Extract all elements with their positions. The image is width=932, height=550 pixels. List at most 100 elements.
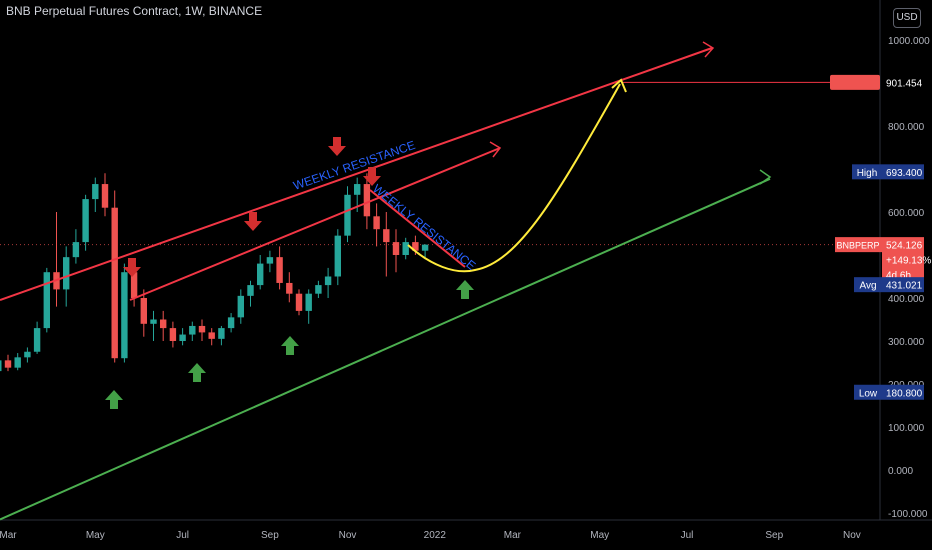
support-arrowhead (759, 169, 772, 185)
target-price-label: 901.454 (886, 78, 923, 89)
candle (179, 334, 186, 341)
down-arrow-icon (328, 137, 346, 156)
low-tag-bg (854, 384, 882, 400)
candle (189, 325, 196, 335)
countdown-label: 4d 6h (886, 271, 911, 282)
x-tick-label: Jul (681, 530, 694, 541)
low-value-bg (882, 384, 924, 400)
candle (121, 272, 128, 359)
candle (4, 360, 12, 368)
candle (140, 298, 147, 324)
candle (334, 235, 341, 277)
x-tick-label: Mar (504, 530, 522, 541)
candle (295, 293, 303, 311)
candle (266, 257, 274, 264)
candle (363, 184, 371, 217)
candle (82, 199, 89, 243)
x-tick-label: May (590, 530, 609, 541)
y-tick-label: -100.000 (888, 509, 928, 520)
y-tick-label: 100.000 (888, 423, 925, 434)
up-arrow-icon (456, 280, 474, 299)
avg-tag: Avg (859, 281, 876, 292)
high-value: 693.400 (886, 168, 923, 179)
candle (324, 276, 332, 286)
high-tag-bg (852, 164, 882, 180)
candle (92, 184, 99, 200)
weekly-resistance-line[interactable] (369, 189, 466, 268)
candle (237, 295, 244, 318)
avg-value-bg (882, 277, 924, 293)
x-tick-label: Nov (843, 530, 861, 541)
x-tick-label: 2022 (424, 530, 447, 541)
y-tick-label: 0.000 (888, 466, 913, 477)
candle (383, 229, 390, 243)
candle (169, 328, 177, 341)
low-value: 180.800 (886, 388, 923, 399)
up-arrow-icon (188, 363, 206, 382)
candle (198, 325, 206, 333)
candle (305, 293, 312, 311)
candle (392, 242, 400, 255)
change-percent-label: +149.13% (886, 256, 931, 267)
y-tick-label: 800.000 (888, 122, 925, 133)
x-tick-label: Mar (0, 530, 17, 541)
candle (344, 194, 351, 236)
candle (72, 242, 80, 258)
candle (33, 328, 41, 352)
target-price-label-bg (830, 74, 880, 90)
candle (276, 257, 283, 283)
symbol-tag: BNBPERP (836, 241, 879, 251)
candle (402, 242, 409, 255)
avg-value: 431.021 (886, 281, 923, 292)
y-tick-label: 300.000 (888, 337, 925, 348)
candle (130, 272, 138, 298)
candle (0, 360, 2, 372)
up-arrow-icon (281, 336, 299, 355)
chart-title: BNB Perpetual Futures Contract, 1W, BINA… (6, 4, 263, 18)
high-value-bg (882, 164, 924, 180)
support-trendline[interactable] (0, 177, 771, 521)
current-price-bg (882, 237, 924, 283)
current-price-label: 524.126 (886, 241, 923, 252)
candle (218, 328, 225, 339)
y-tick-label: 600.000 (888, 208, 925, 219)
lower-arrowhead (489, 141, 502, 158)
lower-resistance-line[interactable] (129, 147, 501, 301)
candle (373, 216, 380, 230)
x-tick-label: Jul (176, 530, 189, 541)
low-tag: Low (859, 388, 878, 399)
projection-curve[interactable] (407, 83, 621, 273)
candle (111, 207, 118, 359)
up-arrow-icon (105, 390, 123, 409)
x-tick-label: Sep (765, 530, 783, 541)
upper-arrowhead (702, 41, 715, 58)
candle (24, 351, 31, 358)
y-tick-label: 400.000 (888, 294, 925, 305)
candle (160, 319, 167, 329)
down-arrow-icon (363, 167, 381, 186)
symbol-tag-bg (835, 237, 882, 253)
candle (208, 332, 215, 339)
candle (315, 285, 322, 294)
candle (43, 272, 50, 329)
projection-arrowhead (611, 78, 627, 93)
avg-tag-bg (854, 277, 882, 293)
candle (257, 263, 264, 286)
high-tag: High (857, 168, 878, 179)
x-tick-label: May (86, 530, 105, 541)
upper-resistance-line[interactable] (0, 47, 713, 301)
candle (227, 317, 235, 329)
down-arrow-icon (244, 212, 262, 231)
candle (412, 242, 419, 251)
candle (247, 285, 254, 296)
x-tick-label: Sep (261, 530, 279, 541)
candle (101, 184, 109, 208)
down-arrow-icon (123, 258, 141, 277)
y-tick-label: 1000.000 (888, 36, 930, 47)
x-tick-label: Nov (339, 530, 357, 541)
candle (63, 257, 70, 290)
candle (354, 184, 361, 195)
candle (286, 282, 293, 294)
currency-button[interactable]: USD (893, 8, 921, 28)
